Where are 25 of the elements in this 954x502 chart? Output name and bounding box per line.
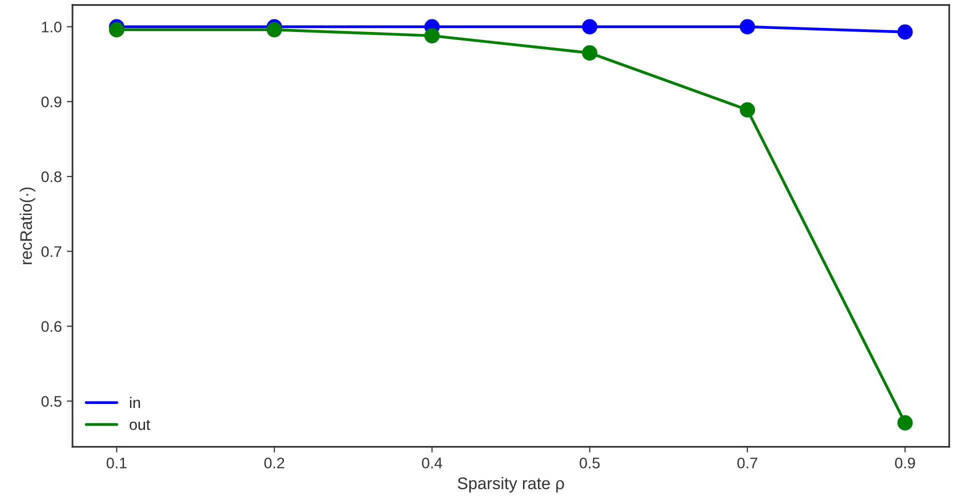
x-axis-title: Sparsity rate ρ	[458, 476, 564, 493]
point	[582, 45, 598, 61]
point	[897, 24, 913, 40]
y-tick-label: 0.9	[41, 96, 62, 108]
y-tick-label: 0.5	[41, 396, 62, 407]
x-tick-label: 0.5	[580, 458, 600, 468]
x-tick-label: 0.9	[895, 458, 915, 468]
y-tick-label: 0.7	[41, 246, 62, 258]
x-tick-label: 0.1	[106, 458, 127, 468]
point	[266, 22, 282, 38]
point	[582, 19, 598, 34]
x-tick-label: 0.4	[422, 458, 442, 468]
point	[424, 28, 440, 44]
legend-label: out	[130, 420, 150, 430]
x-tick-label: 0.7	[737, 458, 758, 468]
point	[109, 22, 124, 38]
y-tick-label: 0.8	[41, 171, 62, 182]
point	[740, 19, 756, 34]
point	[740, 102, 756, 118]
point	[897, 415, 913, 430]
x-tick-label: 0.2	[264, 458, 284, 468]
y-tick-label: 0.6	[41, 321, 62, 332]
y-axis-title: recRatio(·)	[20, 188, 36, 264]
y-tick-label: 1.0	[42, 22, 62, 32]
legend-label: in	[130, 396, 140, 408]
